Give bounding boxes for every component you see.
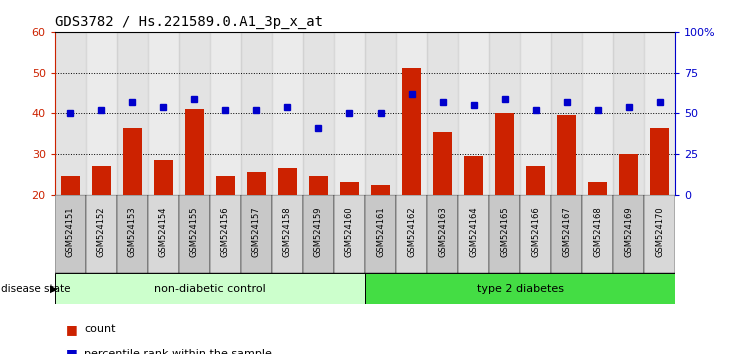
Bar: [179, 32, 210, 195]
Bar: [464, 156, 483, 195]
Bar: [303, 32, 334, 195]
Bar: [558, 115, 576, 195]
Bar: [489, 195, 520, 273]
Text: GSM524154: GSM524154: [159, 206, 168, 257]
Text: disease state: disease state: [1, 284, 70, 293]
Bar: [365, 32, 396, 195]
Text: GSM524170: GSM524170: [656, 206, 664, 257]
Bar: [185, 109, 204, 195]
Bar: [61, 176, 80, 195]
Text: GSM524169: GSM524169: [624, 206, 633, 257]
Text: count: count: [84, 324, 115, 334]
Text: GSM524163: GSM524163: [438, 206, 447, 257]
Text: GSM524160: GSM524160: [345, 206, 354, 257]
Bar: [241, 32, 272, 195]
Text: type 2 diabetes: type 2 diabetes: [477, 284, 564, 293]
Text: GSM524153: GSM524153: [128, 206, 137, 257]
Bar: [154, 160, 173, 195]
Bar: [86, 32, 117, 195]
Bar: [620, 154, 638, 195]
Bar: [489, 32, 520, 195]
Bar: [458, 32, 489, 195]
Bar: [520, 32, 551, 195]
Bar: [434, 132, 452, 195]
Bar: [396, 32, 427, 195]
Text: GSM524161: GSM524161: [376, 206, 385, 257]
Bar: [365, 273, 675, 304]
Bar: [334, 32, 365, 195]
Text: percentile rank within the sample: percentile rank within the sample: [84, 349, 272, 354]
Text: GSM524157: GSM524157: [252, 206, 261, 257]
Text: ■: ■: [66, 348, 77, 354]
Text: GSM524164: GSM524164: [469, 206, 478, 257]
Bar: [613, 32, 645, 195]
Bar: [117, 195, 147, 273]
Bar: [334, 195, 365, 273]
Bar: [402, 69, 420, 195]
Bar: [365, 195, 396, 273]
Bar: [55, 273, 365, 304]
Bar: [340, 183, 359, 195]
Bar: [117, 32, 147, 195]
Text: GSM524151: GSM524151: [66, 206, 74, 257]
Text: GSM524167: GSM524167: [562, 206, 571, 257]
Text: GSM524156: GSM524156: [221, 206, 230, 257]
Text: GSM524152: GSM524152: [97, 206, 106, 257]
Bar: [147, 195, 179, 273]
Text: GSM524165: GSM524165: [500, 206, 509, 257]
Bar: [247, 172, 266, 195]
Bar: [210, 32, 241, 195]
Text: ▶: ▶: [50, 284, 57, 293]
Bar: [92, 166, 111, 195]
Bar: [147, 32, 179, 195]
Bar: [427, 32, 458, 195]
Bar: [272, 195, 303, 273]
Text: GSM524155: GSM524155: [190, 206, 199, 257]
Bar: [583, 195, 613, 273]
Bar: [520, 195, 551, 273]
Text: GDS3782 / Hs.221589.0.A1_3p_x_at: GDS3782 / Hs.221589.0.A1_3p_x_at: [55, 16, 323, 29]
Bar: [396, 195, 427, 273]
Bar: [55, 32, 86, 195]
Bar: [303, 195, 334, 273]
Text: GSM524166: GSM524166: [531, 206, 540, 257]
Bar: [241, 195, 272, 273]
Bar: [210, 195, 241, 273]
Text: non-diabetic control: non-diabetic control: [154, 284, 266, 293]
Bar: [427, 195, 458, 273]
Bar: [310, 176, 328, 195]
Bar: [179, 195, 210, 273]
Text: GSM524159: GSM524159: [314, 206, 323, 257]
Bar: [583, 32, 613, 195]
Bar: [650, 127, 669, 195]
Bar: [371, 184, 390, 195]
Bar: [272, 32, 303, 195]
Bar: [551, 195, 583, 273]
Bar: [458, 195, 489, 273]
Bar: [123, 127, 142, 195]
Text: GSM524168: GSM524168: [593, 206, 602, 257]
Bar: [55, 195, 86, 273]
Text: ■: ■: [66, 323, 77, 336]
Text: GSM524162: GSM524162: [407, 206, 416, 257]
Text: GSM524158: GSM524158: [283, 206, 292, 257]
Bar: [645, 32, 675, 195]
Bar: [278, 168, 296, 195]
Bar: [645, 195, 675, 273]
Bar: [86, 195, 117, 273]
Bar: [216, 176, 235, 195]
Bar: [526, 166, 545, 195]
Bar: [588, 183, 607, 195]
Bar: [551, 32, 583, 195]
Bar: [495, 113, 514, 195]
Bar: [613, 195, 645, 273]
